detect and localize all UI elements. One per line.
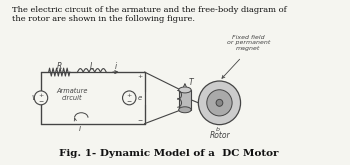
Text: −: − — [137, 117, 142, 122]
Text: R: R — [57, 62, 62, 71]
Text: T: T — [189, 79, 193, 87]
Text: The electric circuit of the armature and the free-body diagram of
the rotor are : The electric circuit of the armature and… — [12, 6, 287, 23]
Text: +: + — [137, 74, 142, 79]
Text: −: − — [38, 98, 44, 103]
Circle shape — [207, 90, 232, 116]
Ellipse shape — [178, 107, 191, 113]
Circle shape — [198, 81, 240, 125]
Text: i: i — [78, 124, 81, 133]
Circle shape — [122, 91, 136, 105]
Circle shape — [216, 99, 223, 106]
Text: e: e — [138, 95, 142, 101]
Text: +: + — [38, 93, 44, 98]
Text: L: L — [90, 62, 94, 71]
Text: Fixed field
or permanent
magnet: Fixed field or permanent magnet — [226, 35, 270, 51]
Text: i: i — [115, 62, 117, 71]
Text: Armature
circuit: Armature circuit — [56, 88, 88, 101]
Text: Fig. 1- Dynamic Model of a  DC Motor: Fig. 1- Dynamic Model of a DC Motor — [59, 149, 278, 158]
Text: Rotor: Rotor — [210, 131, 231, 140]
Text: b: b — [216, 127, 219, 132]
Text: v: v — [31, 93, 36, 102]
Bar — [41, 72, 145, 124]
Text: −: − — [127, 98, 132, 103]
Ellipse shape — [178, 87, 191, 93]
Text: +: + — [127, 93, 132, 98]
Bar — [178, 90, 191, 110]
Circle shape — [34, 91, 48, 105]
